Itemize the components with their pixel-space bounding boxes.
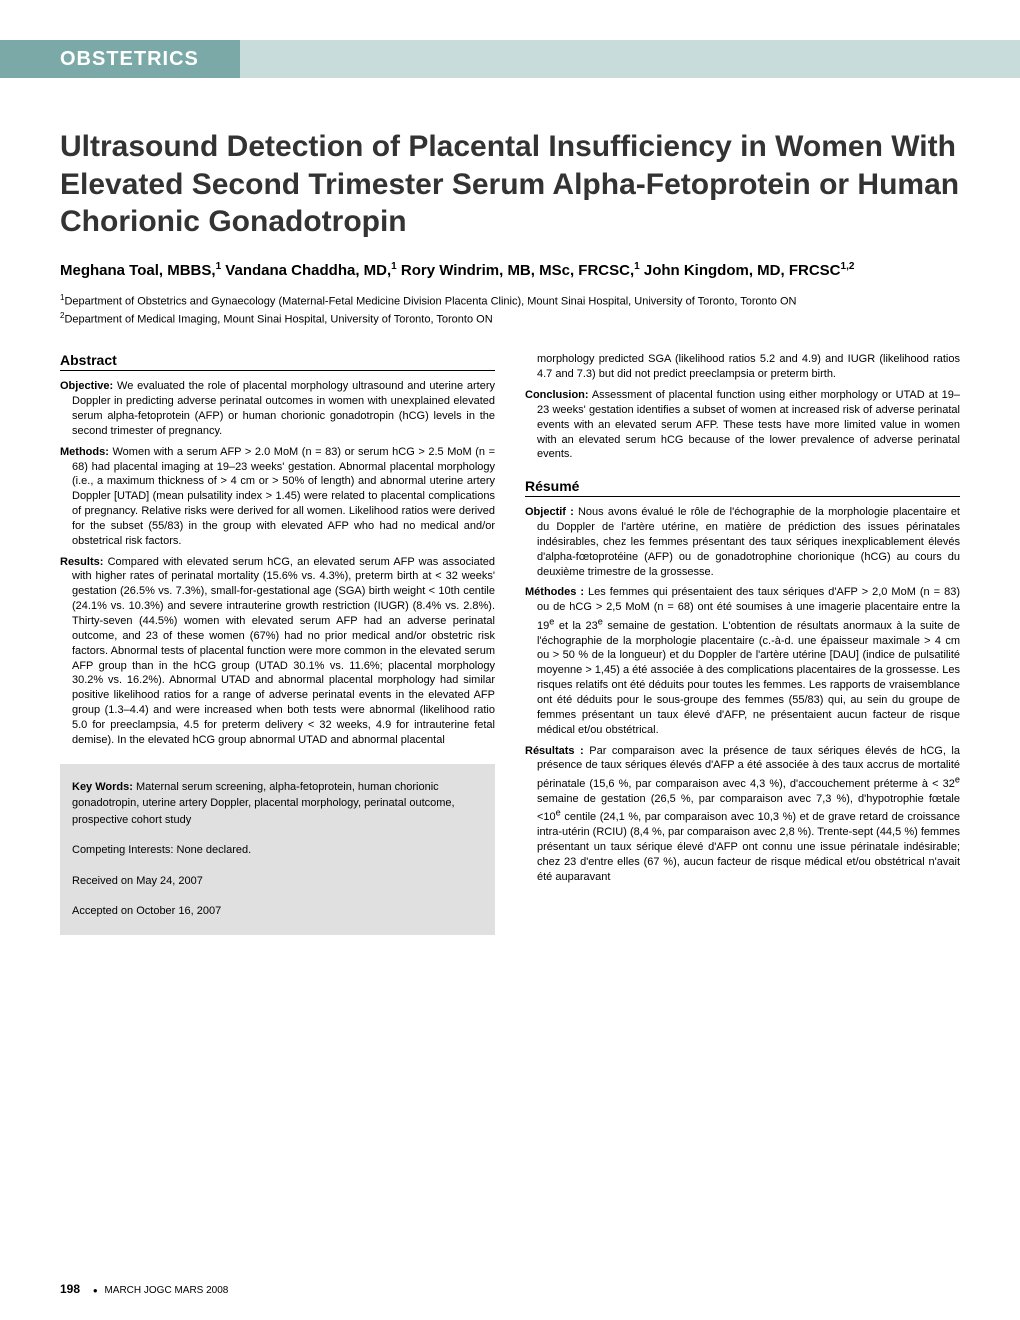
affiliation-1: 1Department of Obstetrics and Gynaecolog…	[60, 292, 960, 310]
methods-text: Women with a serum AFP > 2.0 MoM (n = 83…	[72, 446, 495, 547]
objective-label: Objective:	[60, 380, 113, 392]
keywords-label: Key Words:	[72, 781, 133, 793]
objectif-label: Objectif :	[525, 506, 574, 518]
footer-text: MARCH JOGC MARS 2008	[104, 1285, 228, 1296]
category-label: OBSTETRICS	[60, 48, 199, 70]
results-text: Compared with elevated serum hCG, an ele…	[72, 556, 495, 746]
results-continued: morphology predicted SGA (likelihood rat…	[525, 352, 960, 382]
resume-resultats: Résultats : Par comparaison avec la prés…	[525, 744, 960, 885]
resultats-label: Résultats :	[525, 745, 584, 757]
abstract-conclusion: Conclusion: Assessment of placental func…	[525, 388, 960, 462]
accepted-date: Accepted on October 16, 2007	[72, 898, 483, 925]
resume-objectif: Objectif : Nous avons évalué le rôle de …	[525, 505, 960, 579]
abstract-objective: Objective: We evaluated the role of plac…	[60, 379, 495, 438]
article-title: Ultrasound Detection of Placental Insuff…	[60, 128, 960, 241]
page-footer: 198 ● MARCH JOGC MARS 2008	[60, 1282, 228, 1296]
results-label: Results:	[60, 556, 103, 568]
footer-bullet-icon: ●	[93, 1286, 98, 1295]
methodes-label: Méthodes :	[525, 586, 584, 598]
abstract-results: Results: Compared with elevated serum hC…	[60, 555, 495, 748]
resultats-text: Par comparaison avec la présence de taux…	[537, 745, 960, 883]
conclusion-text: Assessment of placental function using e…	[537, 389, 960, 460]
right-column: morphology predicted SGA (likelihood rat…	[525, 352, 960, 934]
methodes-text: Les femmes qui présentaient des taux sér…	[537, 586, 960, 735]
abstract-heading: Abstract	[60, 352, 495, 371]
competing-interests: Competing Interests: None declared.	[72, 837, 483, 864]
keywords-row: Key Words: Maternal serum screening, alp…	[72, 774, 483, 834]
resume-methodes: Méthodes : Les femmes qui présentaient d…	[525, 585, 960, 737]
affiliation-2: 2Department of Medical Imaging, Mount Si…	[60, 310, 960, 328]
objectif-text: Nous avons évalué le rôle de l'échograph…	[537, 506, 960, 577]
affiliations: 1Department of Obstetrics and Gynaecolog…	[60, 292, 960, 328]
resume-heading: Résumé	[525, 478, 960, 497]
conclusion-label: Conclusion:	[525, 389, 589, 401]
methods-label: Methods:	[60, 446, 109, 458]
abstract-methods: Methods: Women with a serum AFP > 2.0 Mo…	[60, 445, 495, 549]
category-banner: OBSTETRICS	[60, 40, 960, 78]
objective-text: We evaluated the role of placental morph…	[72, 380, 495, 437]
received-date: Received on May 24, 2007	[72, 868, 483, 895]
keywords-box: Key Words: Maternal serum screening, alp…	[60, 764, 495, 935]
authors-list: Meghana Toal, MBBS,1 Vandana Chaddha, MD…	[60, 259, 960, 283]
left-column: Abstract Objective: We evaluated the rol…	[60, 352, 495, 934]
page-number: 198	[60, 1282, 80, 1296]
content-columns: Abstract Objective: We evaluated the rol…	[60, 352, 960, 934]
